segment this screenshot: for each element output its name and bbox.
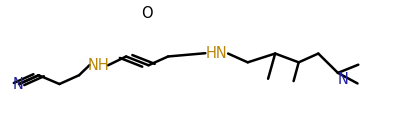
Text: NH: NH [88,58,109,73]
Text: N: N [12,77,23,92]
Text: HN: HN [205,46,227,61]
Text: O: O [141,6,152,21]
Text: N: N [337,72,348,87]
